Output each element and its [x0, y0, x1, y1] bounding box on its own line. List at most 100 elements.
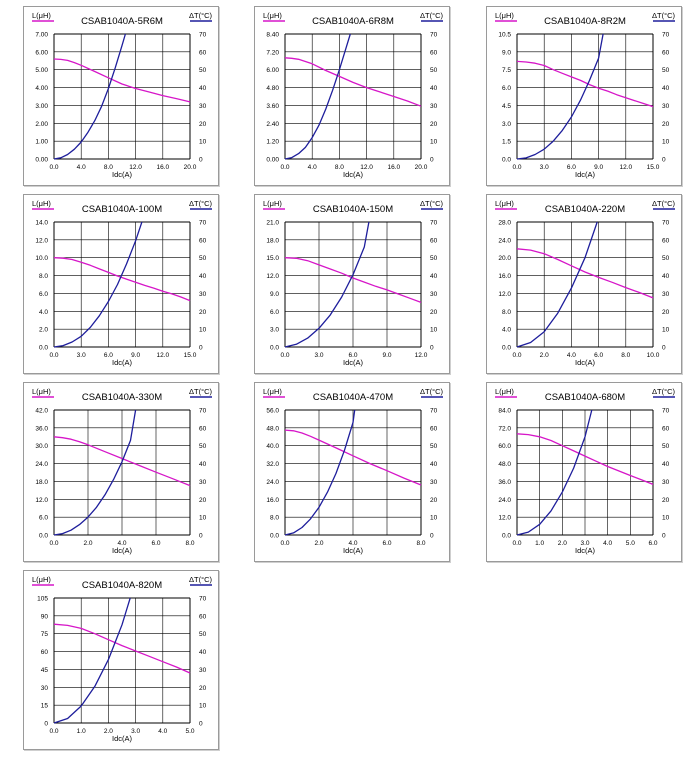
y-tick-label: 5.00 — [35, 67, 48, 74]
x-axis-label: Idc(A) — [112, 170, 133, 179]
y2-tick-label: 30 — [662, 291, 670, 298]
inductance-curve — [53, 58, 191, 103]
inductance-curve — [284, 57, 422, 107]
y-tick-label: 3.60 — [266, 103, 279, 110]
y-tick-label: 75 — [41, 631, 49, 638]
y2-tick-label: 60 — [199, 613, 207, 620]
temperature-rise-curve — [284, 409, 356, 536]
x-tick-label: 12.0 — [619, 164, 632, 171]
chart-panel: CSAB1040A-680M L(μH) ΔT(°C) 0.0 12.0 24.0 36.0… — [486, 382, 682, 562]
y2-tick-label: 70 — [662, 32, 670, 39]
y-tick-label: 6.00 — [35, 49, 48, 56]
x-tick-label: 0.0 — [280, 164, 289, 171]
y2-axis-label: ΔT(°C) — [652, 199, 676, 208]
y-tick-label: 0.0 — [270, 533, 279, 540]
y2-tick-label: 30 — [199, 291, 207, 298]
x-tick-label: 0.0 — [512, 540, 521, 547]
x-tick-label: 4.0 — [603, 540, 612, 547]
y2-tick-label: 0 — [199, 721, 203, 728]
chart-title: CSAB1040A-820M — [82, 580, 162, 591]
inductance-curve — [284, 257, 422, 304]
y2-tick-label: 70 — [430, 220, 438, 227]
y-tick-label: 32.0 — [266, 461, 279, 468]
y-axis-label: L(μH) — [263, 11, 282, 20]
y2-tick-label: 10 — [662, 515, 670, 522]
y2-tick-label: 0 — [662, 157, 666, 164]
y2-tick-label: 30 — [430, 479, 438, 486]
y2-tick-label: 30 — [199, 667, 207, 674]
y2-tick-label: 10 — [662, 327, 670, 334]
y2-tick-label: 40 — [199, 461, 207, 468]
y-tick-label: 24.0 — [498, 237, 511, 244]
y-tick-label: 3.0 — [270, 327, 279, 334]
x-axis-label: Idc(A) — [112, 358, 133, 367]
y-tick-label: 8.0 — [270, 515, 279, 522]
y-axis-label: L(μH) — [495, 11, 514, 20]
y-tick-label: 0.00 — [35, 157, 48, 164]
x-tick-label: 2.0 — [83, 540, 92, 547]
y2-tick-label: 50 — [662, 443, 670, 450]
y-tick-label: 12.0 — [266, 273, 279, 280]
y-tick-label: 42.0 — [35, 408, 48, 415]
x-tick-label: 15.0 — [184, 352, 197, 359]
y2-tick-label: 70 — [662, 220, 670, 227]
x-tick-label: 6.0 — [151, 540, 160, 547]
y2-tick-label: 0 — [199, 345, 203, 352]
x-tick-label: 0.0 — [49, 540, 58, 547]
y2-tick-label: 10 — [199, 327, 207, 334]
x-tick-label: 2.0 — [314, 540, 323, 547]
y-tick-label: 0.0 — [270, 345, 279, 352]
y2-tick-label: 30 — [662, 103, 670, 110]
x-tick-label: 12.0 — [156, 352, 169, 359]
x-tick-label: 3.0 — [580, 540, 589, 547]
chart-panel: CSAB1040A-100M L(μH) ΔT(°C) 0.0 2.0 4.0 6.0 8.0… — [23, 194, 219, 374]
x-tick-label: 0.0 — [512, 352, 521, 359]
y2-tick-label: 70 — [430, 408, 438, 415]
y-tick-label: 7.00 — [35, 32, 48, 39]
chart-title: CSAB1040A-220M — [545, 204, 625, 215]
y-tick-label: 6.00 — [266, 67, 279, 74]
y-tick-label: 8.0 — [39, 273, 48, 280]
y-axis-label: L(μH) — [32, 575, 51, 584]
y-tick-label: 2.40 — [266, 121, 279, 128]
y2-tick-label: 20 — [199, 685, 207, 692]
y-tick-label: 6.0 — [270, 309, 279, 316]
y2-tick-label: 10 — [199, 515, 207, 522]
y-tick-label: 0 — [44, 721, 48, 728]
y-tick-label: 9.0 — [502, 49, 511, 56]
chart-title: CSAB1040A-330M — [82, 392, 162, 403]
x-tick-label: 1.0 — [535, 540, 544, 547]
y-axis-label: L(μH) — [263, 199, 282, 208]
y-tick-label: 56.0 — [266, 408, 279, 415]
x-tick-label: 3.0 — [131, 728, 140, 735]
x-tick-label: 4.0 — [348, 540, 357, 547]
x-tick-label: 4.0 — [77, 164, 86, 171]
y2-tick-label: 30 — [430, 291, 438, 298]
y-tick-label: 15 — [41, 703, 49, 710]
y2-tick-label: 20 — [199, 497, 207, 504]
chart-panel: CSAB1040A-470M L(μH) ΔT(°C) 0.0 8.0 16.0 24.0 3… — [254, 382, 450, 562]
y2-tick-label: 40 — [199, 273, 207, 280]
x-tick-label: 0.0 — [512, 164, 521, 171]
y2-tick-label: 0 — [662, 533, 666, 540]
x-axis-label: Idc(A) — [343, 170, 364, 179]
y2-tick-label: 50 — [430, 67, 438, 74]
y-tick-label: 0.0 — [39, 345, 48, 352]
y-tick-label: 72.0 — [498, 425, 511, 432]
y-tick-label: 30.0 — [35, 443, 48, 450]
y2-axis-label: ΔT(°C) — [189, 199, 213, 208]
y2-tick-label: 40 — [199, 85, 207, 92]
y2-tick-label: 40 — [430, 85, 438, 92]
chart-svg: CSAB1040A-820M L(μH) ΔT(°C) 0 15 30 45 60 75 90 10… — [32, 575, 212, 743]
y2-tick-label: 10 — [430, 139, 438, 146]
y2-tick-label: 0 — [430, 345, 434, 352]
y2-axis-label: ΔT(°C) — [652, 387, 676, 396]
y-tick-label: 9.0 — [270, 291, 279, 298]
y2-tick-label: 60 — [430, 425, 438, 432]
x-tick-label: 0.0 — [280, 540, 289, 547]
x-tick-label: 6.0 — [567, 164, 576, 171]
y2-tick-label: 10 — [199, 139, 207, 146]
